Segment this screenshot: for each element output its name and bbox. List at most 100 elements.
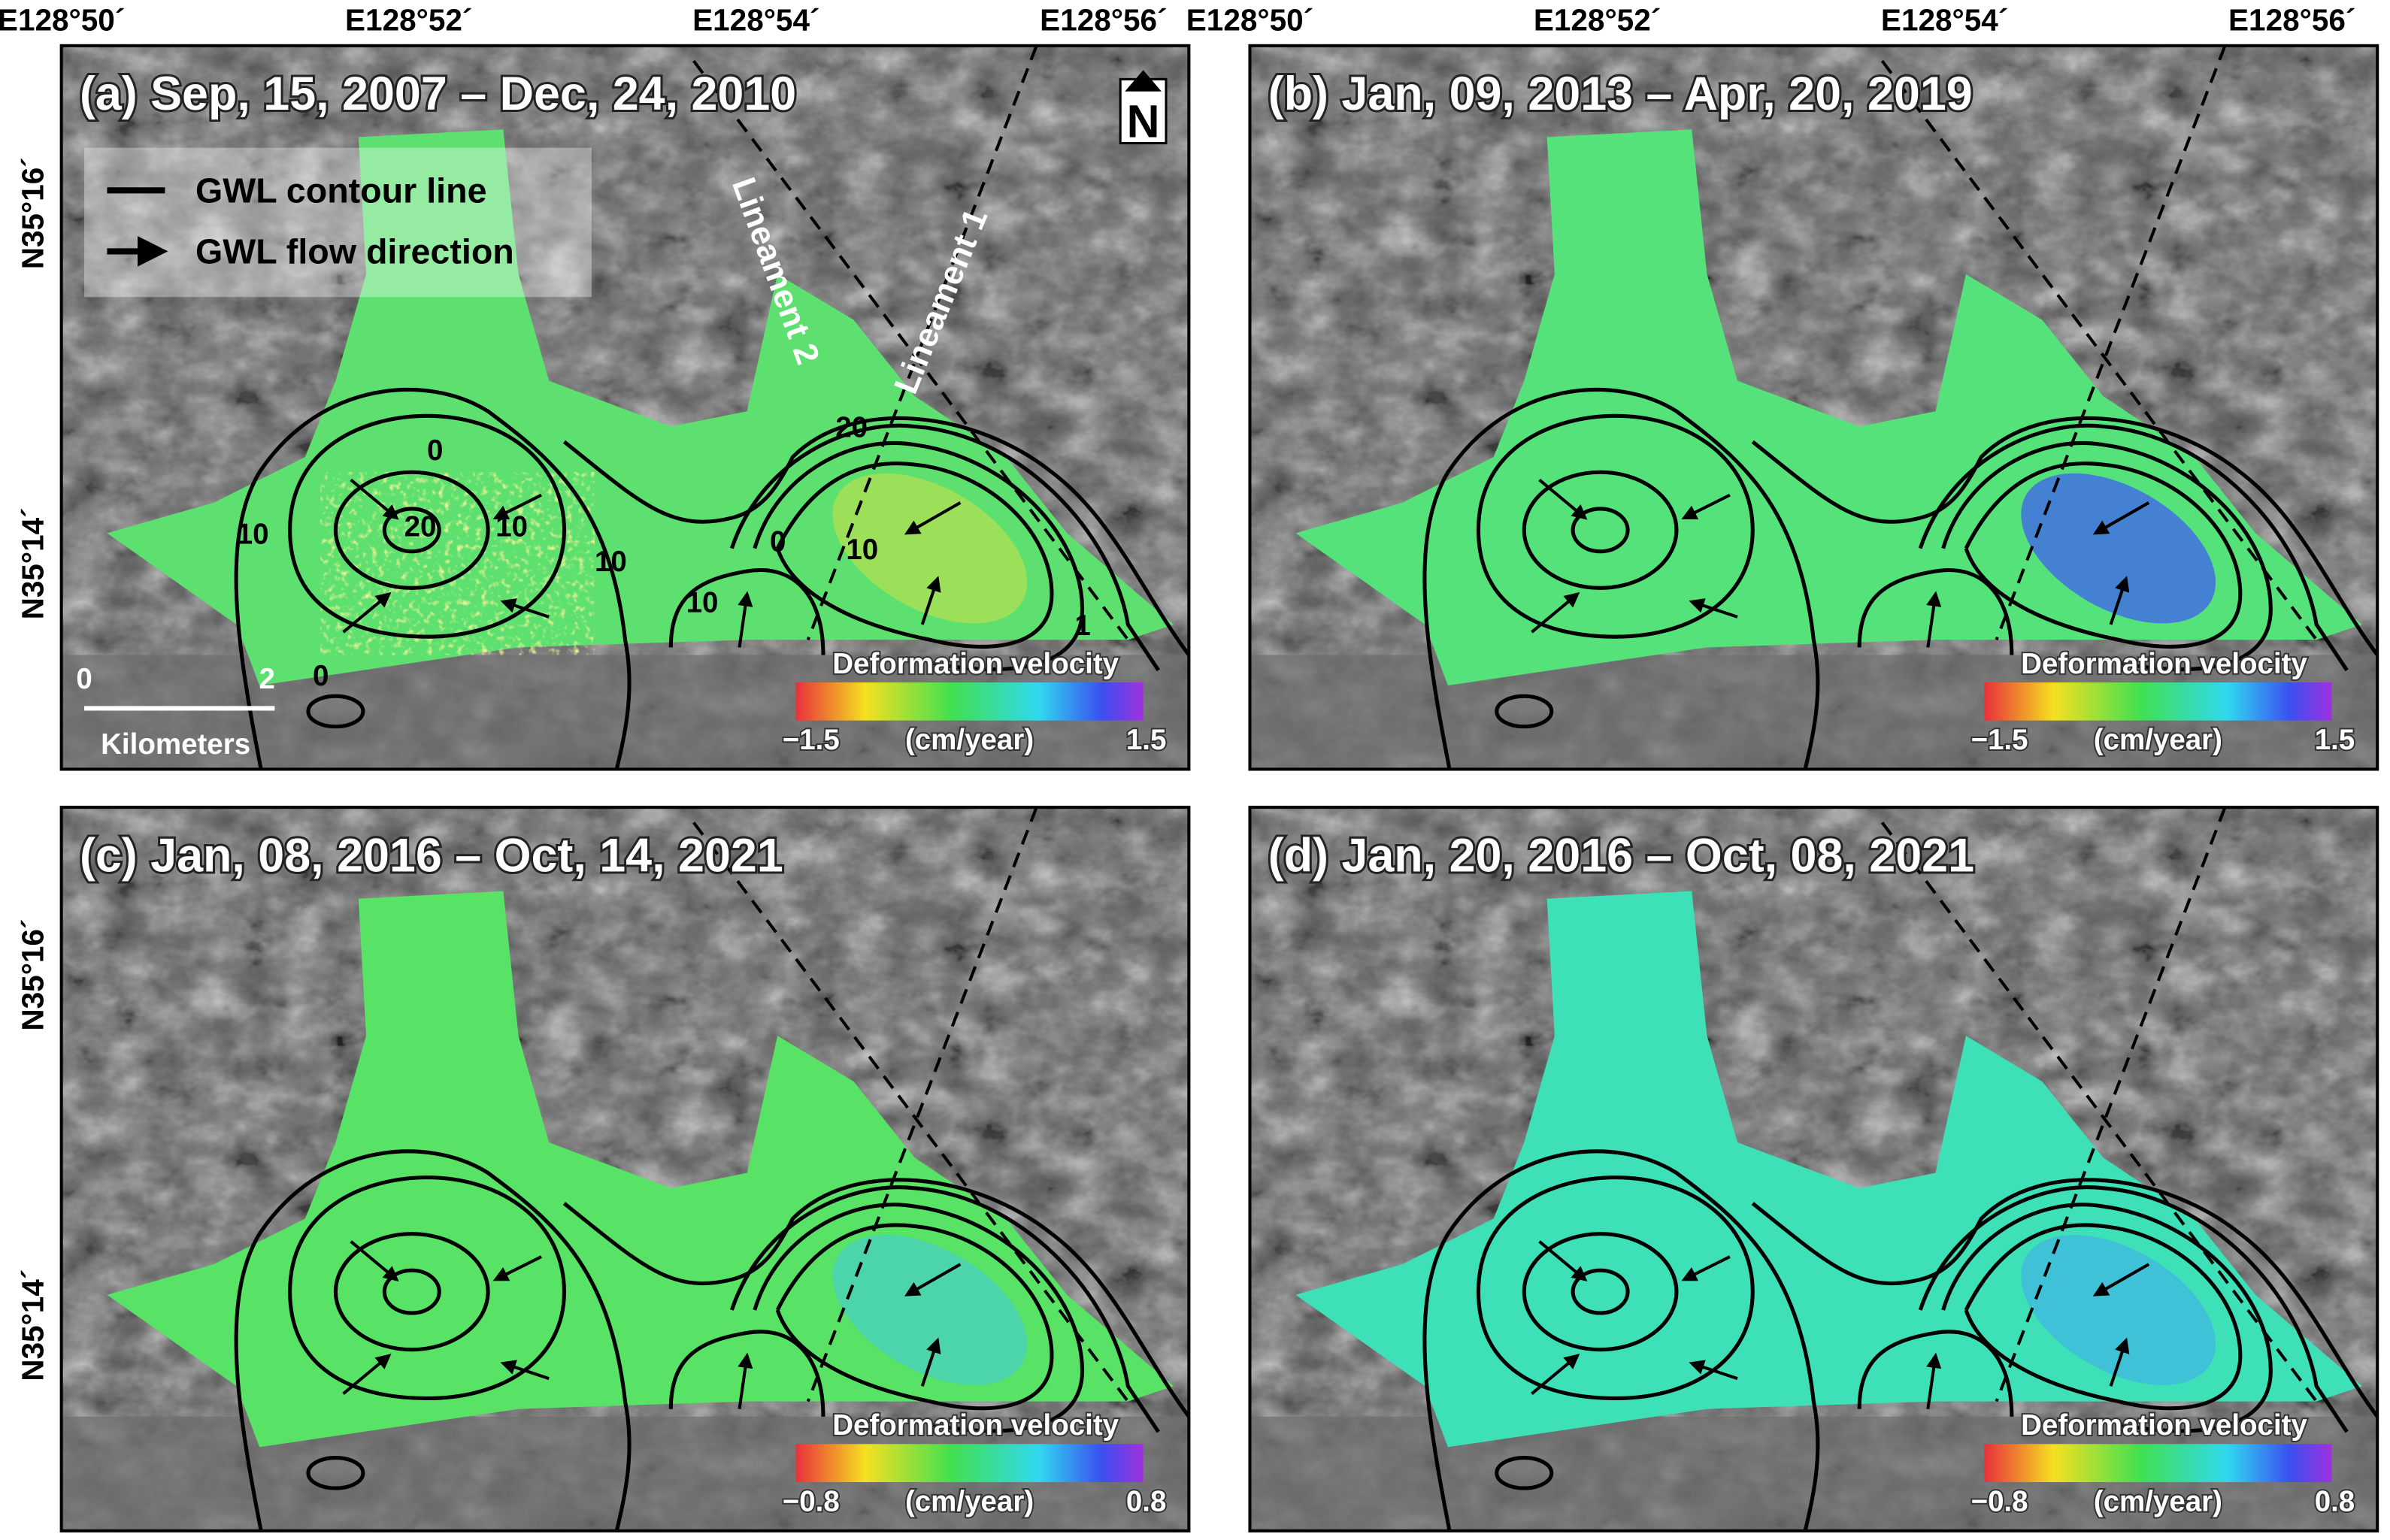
gwl-flow-arrow: [1926, 1352, 1942, 1409]
gwl-contour-line: [288, 413, 566, 639]
deformation-anomaly: [2021, 1235, 2216, 1385]
gwl-contour-line: [668, 1330, 825, 1417]
contour-label: 10: [237, 519, 269, 551]
gwl-contour-line: [234, 387, 632, 770]
colorbar-title: Deformation velocity: [832, 1409, 1119, 1442]
colorbar-min: −1.5: [783, 724, 840, 756]
contour-label: 10: [846, 534, 878, 566]
colorbar-max: 0.8: [1126, 1485, 1167, 1517]
colorbar-unit: (cm/year): [2094, 1485, 2222, 1517]
contour-label: 10: [495, 510, 528, 543]
gwl-flow-arrow: [1689, 598, 1738, 619]
gwl-contour-line: [1941, 440, 2273, 672]
lineament-1: [1995, 807, 2227, 1402]
deformation-anomaly: [2021, 473, 2216, 624]
gwl-flow-arrow: [492, 1255, 542, 1281]
gwl-flow-arrow: [1538, 478, 1588, 520]
gwl-contour-line: [562, 1178, 1189, 1418]
gwl-flow-arrow: [1531, 591, 1580, 634]
gwl-contour-line: [1476, 413, 1755, 639]
gwl-flow-arrow: [500, 598, 550, 619]
gwl-flow-arrow: [342, 591, 392, 634]
map-panel: (d) Jan, 20, 2016 – Oct, 08, 2021 Deforma…: [1248, 806, 2379, 1532]
gwl-contour-line: [288, 1175, 566, 1401]
map-content: [61, 807, 1189, 1531]
gwl-contour-line: [562, 416, 1189, 657]
gwl-contour-line: [1964, 461, 2243, 649]
deformation-speckle: [320, 472, 595, 655]
scale-start: 0: [76, 663, 92, 695]
lineament-1: [806, 45, 1038, 640]
gwl-flow-arrow: [2109, 576, 2130, 625]
gwl-contour-line: [333, 470, 490, 590]
gwl-flow-arrow: [738, 1352, 753, 1409]
gwl-flow-arrow: [2092, 501, 2150, 535]
gwl-contour-line: [1751, 416, 2378, 657]
colorbar-title: Deformation velocity: [832, 648, 1119, 680]
map-content: [1250, 807, 2378, 1531]
longitude-label: E128°52´: [345, 3, 472, 38]
colorbar: [795, 682, 1144, 721]
gwl-flow-arrow: [2109, 1337, 2130, 1387]
colorbar-min: −0.8: [1971, 1485, 2028, 1517]
panel-title: (d) Jan, 20, 2016 – Oct, 08, 2021: [1268, 829, 1974, 882]
colorbar-max: 1.5: [2315, 724, 2355, 756]
gwl-flow-arrow: [2092, 1263, 2150, 1296]
gwl-flow-arrow: [738, 591, 753, 648]
gwl-contour-line: [729, 1185, 1160, 1433]
gwl-flow-arrow: [342, 1354, 392, 1395]
gwl-flow-arrow: [1681, 1255, 1731, 1281]
longitude-label: E128°56´: [2228, 3, 2355, 38]
gwl-contour-line: [1918, 423, 2349, 672]
latitude-label: N35°14´: [15, 1269, 50, 1381]
scale-unit: Kilometers: [101, 728, 250, 761]
north-arrow: [1125, 70, 1162, 92]
gwl-contour-line: [775, 1223, 1054, 1411]
map-panel: (a) Sep, 15, 2007 – Dec, 24, 2010 Deforma…: [59, 44, 1191, 771]
gwl-contour-line: [1522, 1232, 1679, 1352]
gwl-contour-line: [306, 1456, 365, 1490]
contour-label: 0: [427, 434, 443, 467]
gwl-contour-line: [729, 423, 1160, 672]
colorbar-title: Deformation velocity: [2021, 1409, 2307, 1442]
gwl-flow-arrow: [500, 1360, 550, 1381]
contour-label: 0: [770, 526, 786, 558]
gwl-flow-arrow: [904, 1263, 962, 1296]
gwl-contour-line: [1422, 387, 1820, 770]
panel-frame: [1248, 806, 2379, 1532]
gwl-contour-line: [234, 1149, 632, 1531]
gwl-contour-line: [753, 440, 1085, 672]
gwl-contour-line: [1857, 1330, 2014, 1417]
longitude-label: E128°54´: [1881, 3, 2008, 38]
colorbar-min: −1.5: [1971, 724, 2028, 756]
colorbar-title: Deformation velocity: [2021, 648, 2307, 680]
gwl-contour-line: [1941, 1203, 2273, 1433]
contour-label: 10: [595, 546, 627, 578]
gwl-contour-line: [1476, 1175, 1755, 1401]
colorbar: [1984, 1444, 2332, 1482]
gwl-contour-line: [668, 568, 825, 655]
lineament-1: [1995, 45, 2227, 640]
deformation-anomaly: [832, 1235, 1028, 1385]
gwl-flow-arrow: [492, 493, 542, 519]
gwl-flow-arrow: [1531, 1354, 1580, 1395]
gwl-contour-line: [306, 694, 365, 729]
lineament-1: [806, 807, 1038, 1402]
gwl-flow-arrow: [920, 576, 941, 625]
gwl-contour-line: [1522, 470, 1679, 590]
longitude-label: E128°56´: [1040, 3, 1167, 38]
gwl-contour-line: [1857, 568, 2014, 655]
longitude-label: E128°54´: [692, 3, 819, 38]
contour-label: 1: [1074, 610, 1090, 642]
contour-label: 10: [686, 587, 719, 619]
gwl-flow-arrow: [904, 501, 962, 535]
gwl-contour-line: [333, 1232, 490, 1352]
colorbar: [795, 1444, 1144, 1482]
panel-title: (b) Jan, 09, 2013 – Apr, 20, 2019: [1268, 68, 1973, 120]
legend-box: [84, 147, 592, 298]
panel-frame: [59, 44, 1191, 771]
map-panel: (c) Jan, 08, 2016 – Oct, 14, 2021 Deforma…: [59, 806, 1191, 1532]
gwl-contour-line: [1964, 1223, 2243, 1411]
gwl-flow-arrow: [1681, 493, 1731, 519]
